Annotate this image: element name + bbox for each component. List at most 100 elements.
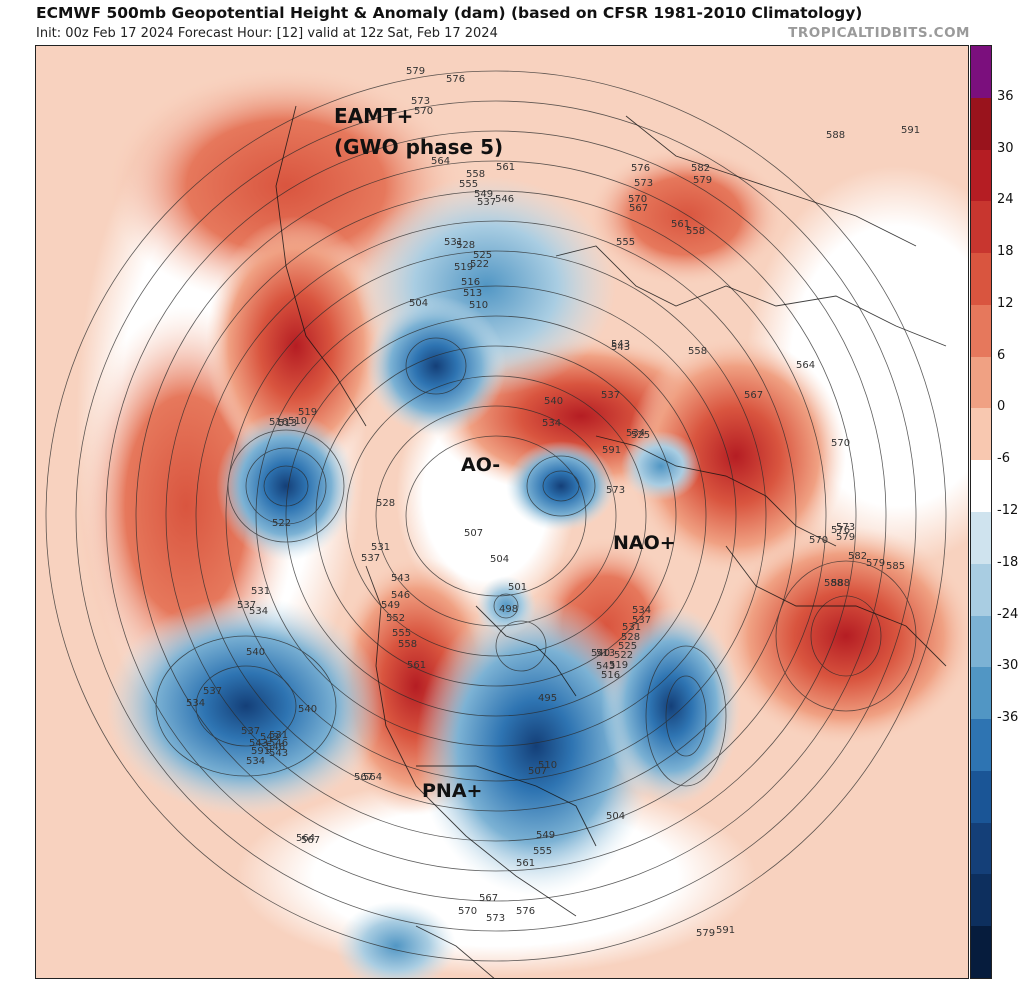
contour-label: 555 [459, 179, 478, 190]
contour-label: 567 [744, 390, 763, 401]
contour-label: 561 [671, 219, 690, 230]
contour-label: 510 [288, 416, 307, 427]
contour-label: 543 [269, 748, 288, 759]
contour-label: 570 [414, 106, 433, 117]
coastlines [275, 105, 947, 978]
anomaly-colorbar [970, 45, 992, 979]
contour-label: 510 [469, 300, 488, 311]
contour-label: 558 [466, 169, 485, 180]
contour-label: 564 [296, 833, 315, 844]
contour-label: 588 [826, 130, 845, 141]
contour-label: 585 [886, 561, 905, 572]
colorbar-tick-label: -36 [997, 710, 1019, 726]
contour-label: 555 [392, 628, 411, 639]
contour-label: 555 [616, 237, 635, 248]
contour-label: 558 [686, 226, 705, 237]
contour-label: 543 [611, 342, 630, 353]
contour-label: 537 [203, 686, 222, 697]
nao-annotation: NAO+ [613, 532, 676, 554]
contour-label: 579 [406, 66, 425, 77]
colorbar-tick-label: -24 [997, 606, 1019, 622]
contour-label: 534 [249, 606, 268, 617]
contour-label: 537 [241, 726, 260, 737]
contour-label: 531 [269, 730, 288, 741]
contour-label: 579 [836, 532, 855, 543]
contour-label: 525 [618, 641, 637, 652]
contour-label: 504 [606, 811, 625, 822]
anomaly-shading [36, 46, 968, 978]
contour-label: 516 [461, 277, 480, 288]
anomaly-map: 579 576 573 570 564 561 558 555 549 546 537 531 528 5… [35, 45, 969, 979]
colorbar-tick-label: -6 [997, 451, 1010, 467]
contour-label: 579 [693, 175, 712, 186]
contour-label: 579 [696, 928, 715, 939]
contour-label: 543 [391, 573, 410, 584]
colorbar-tick-label: 36 [997, 88, 1014, 104]
height-contours [45, 70, 947, 962]
colorbar-segment [971, 926, 991, 979]
contour-label: 537 [361, 553, 380, 564]
colorbar-tick-label: 6 [997, 347, 1006, 363]
contour-label: 573 [486, 913, 505, 924]
contour-label: 588 [824, 578, 843, 589]
contour-label: 543 [260, 732, 279, 743]
colorbar-segment [971, 201, 991, 254]
colorbar-segment [971, 874, 991, 927]
colorbar-segment [971, 356, 991, 409]
contour-label: 555 [533, 846, 552, 857]
colorbar-segment [971, 719, 991, 772]
colorbar-segment [971, 97, 991, 151]
contour-label: 579 [866, 558, 885, 569]
contour-label: 546 [269, 738, 288, 749]
contour-label: 513 [278, 418, 297, 429]
contour-label: 528 [376, 498, 395, 509]
contour-label: 546 [495, 194, 514, 205]
contour-label: 546 [391, 590, 410, 601]
colorbar-segment [971, 253, 991, 306]
contour-label: 522 [470, 259, 489, 270]
contour-label: 495 [538, 693, 557, 704]
contour-label: 576 [831, 525, 850, 536]
contour-label: 516 [269, 417, 288, 428]
contour-label: 534 [632, 605, 651, 616]
contour-label: 543 [611, 339, 630, 350]
contour-label: 549 [536, 830, 555, 841]
contour-label: 570 [809, 535, 828, 546]
contour-label: 513 [463, 288, 482, 299]
contour-label: 537 [632, 615, 651, 626]
eamt-annotation: EAMT+ [334, 104, 413, 128]
contour-label: 570 [458, 906, 477, 917]
contour-label: 564 [431, 156, 450, 167]
contour-label: 540 [298, 704, 317, 715]
contour-label: 534 [246, 756, 265, 767]
contour-label: 567 [301, 835, 320, 846]
colorbar-segment [971, 460, 991, 513]
contour-label: 525 [473, 250, 492, 261]
contour-label: 576 [516, 906, 535, 917]
contour-label: 504 [409, 298, 428, 309]
colorbar-tick-label: -18 [997, 554, 1019, 570]
colorbar-segment [971, 304, 991, 358]
contour-label: 531 [444, 237, 463, 248]
contour-label: 576 [446, 74, 465, 85]
contour-label: 534 [542, 418, 561, 429]
contour-label: 537 [477, 197, 496, 208]
contour-label: 516 [601, 670, 620, 681]
contour-label: 543 [596, 661, 615, 672]
contour-label: 528 [621, 632, 640, 643]
contour-label: 558 [398, 639, 417, 650]
colorbar-tick-label: 30 [997, 140, 1014, 156]
contour-label: 537 [237, 600, 256, 611]
colorbar-segment [971, 512, 991, 565]
contour-label: 522 [614, 650, 633, 661]
colorbar-segment [971, 770, 991, 824]
contour-label: 570 [628, 194, 647, 205]
contour-label: 531 [251, 586, 270, 597]
contour-label: 549 [474, 189, 493, 200]
contour-label: 552 [386, 613, 405, 624]
colorbar-tick-label: 18 [997, 244, 1014, 260]
pna-annotation: PNA+ [422, 780, 482, 802]
contour-label: 591 [716, 925, 735, 936]
contour-label: 537 [601, 390, 620, 401]
contour-label: 519 [609, 660, 628, 671]
